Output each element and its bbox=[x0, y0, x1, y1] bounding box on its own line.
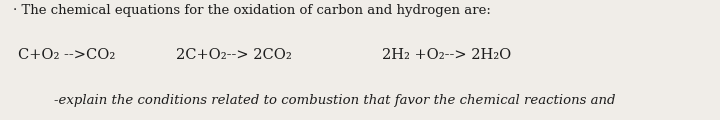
Text: -explain the conditions related to combustion that favor the chemical reactions : -explain the conditions related to combu… bbox=[54, 94, 616, 107]
Text: 2C+O₂--> 2CO₂: 2C+O₂--> 2CO₂ bbox=[176, 48, 292, 62]
Text: · The chemical equations for the oxidation of carbon and hydrogen are:: · The chemical equations for the oxidati… bbox=[13, 4, 491, 17]
Text: 2H₂ +O₂--> 2H₂O: 2H₂ +O₂--> 2H₂O bbox=[382, 48, 511, 62]
Text: C+O₂ -->CO₂: C+O₂ -->CO₂ bbox=[18, 48, 115, 62]
